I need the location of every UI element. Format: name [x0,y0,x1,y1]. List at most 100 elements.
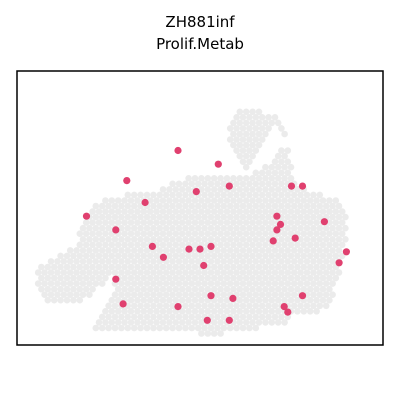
tissue-spot [178,308,186,315]
tissue-spot [249,308,256,315]
tissue-spot [332,208,340,215]
tissue-spot [124,291,132,299]
tissue-spot [108,241,116,249]
tissue-spot [217,230,224,237]
tissue-spot [217,175,224,182]
tissue-spot [242,219,250,226]
tissue-spot [223,285,231,293]
tissue-spot [268,252,276,260]
tissue-spot [143,269,151,276]
tissue-spot [70,274,77,282]
tissue-spot [290,213,298,221]
tissue-spot [162,302,170,310]
tissue-spot [233,114,240,121]
tissue-spot [223,197,231,204]
tissue-spot [50,263,58,271]
tissue-spot [63,252,71,260]
tissue-spot [185,197,192,204]
tissue-spot [281,186,288,193]
tissue-spot [198,219,205,226]
tissue-spot [82,285,90,293]
tissue-spot [332,230,340,237]
tissue-spot [236,197,244,204]
tissue-spot [137,291,144,299]
tissue-spot [284,224,292,232]
tissue-spot [332,252,340,260]
tissue-spot [316,236,324,243]
tissue-spot [76,274,84,282]
tissue-spot [156,291,164,299]
tissue-spot [319,197,327,204]
tissue-spot [274,197,282,204]
tissue-spot [220,180,228,188]
tissue-spot [124,247,132,254]
tissue-spot [332,219,340,226]
tissue-spot [242,274,250,282]
tissue-spot [194,258,202,265]
tissue-spot [322,236,330,243]
tissue-spot [166,186,173,193]
tissue-spot [63,285,71,293]
highlight-point [119,300,127,308]
tissue-spot [50,296,58,304]
tissue-spot [198,285,205,293]
tissue-spot [236,119,244,127]
tissue-spot [297,236,304,243]
tissue-spot [252,136,260,143]
tissue-spot [246,136,253,143]
tissue-spot [233,224,240,232]
highlight-point [203,316,211,324]
tissue-spot [329,213,336,221]
tissue-spot [220,191,228,199]
tissue-spot [319,285,327,293]
tissue-spot [310,224,317,232]
tissue-spot [159,219,167,226]
tissue-spot [223,308,231,315]
tissue-spot [230,308,237,315]
tissue-spot [226,258,234,265]
tissue-spot [207,224,215,232]
tissue-spot [246,114,253,121]
tissue-spot [239,147,247,154]
tissue-spot [281,241,288,249]
tissue-spot [175,236,183,243]
tissue-spot [178,197,186,204]
tissue-spot [204,285,212,293]
tissue-spot [246,324,253,332]
tissue-spot [150,324,157,332]
tissue-spot [201,236,208,243]
tissue-spot [166,308,173,315]
tissue-spot [201,202,208,210]
tissue-spot [278,158,285,165]
tissue-spot [143,224,151,232]
tissue-spot [182,313,189,321]
tissue-spot [274,119,282,127]
tissue-spot [268,197,276,204]
tissue-spot [98,236,106,243]
tissue-spot [54,269,61,276]
tissue-spot [274,296,282,304]
tissue-spot [175,313,183,321]
tissue-spot [265,125,272,132]
tissue-spot [60,258,68,265]
tissue-spot [290,269,298,276]
tissue-spot [287,197,295,204]
tissue-spot [114,252,122,260]
tissue-spot [310,247,317,254]
tissue-spot [140,274,148,282]
tissue-spot [284,202,292,210]
tissue-spot [137,269,144,276]
tissue-spot [239,158,247,165]
tissue-spot [82,274,90,282]
tissue-spot [150,224,157,232]
tissue-spot [86,224,93,232]
tissue-spot [156,302,164,310]
tissue-spot [105,302,112,310]
tissue-spot [329,269,336,276]
tissue-spot [153,308,160,315]
tissue-spot [210,230,218,237]
tissue-spot [121,263,128,271]
tissue-spot [140,252,148,260]
highlight-point [280,303,288,311]
tissue-spot [226,213,234,221]
